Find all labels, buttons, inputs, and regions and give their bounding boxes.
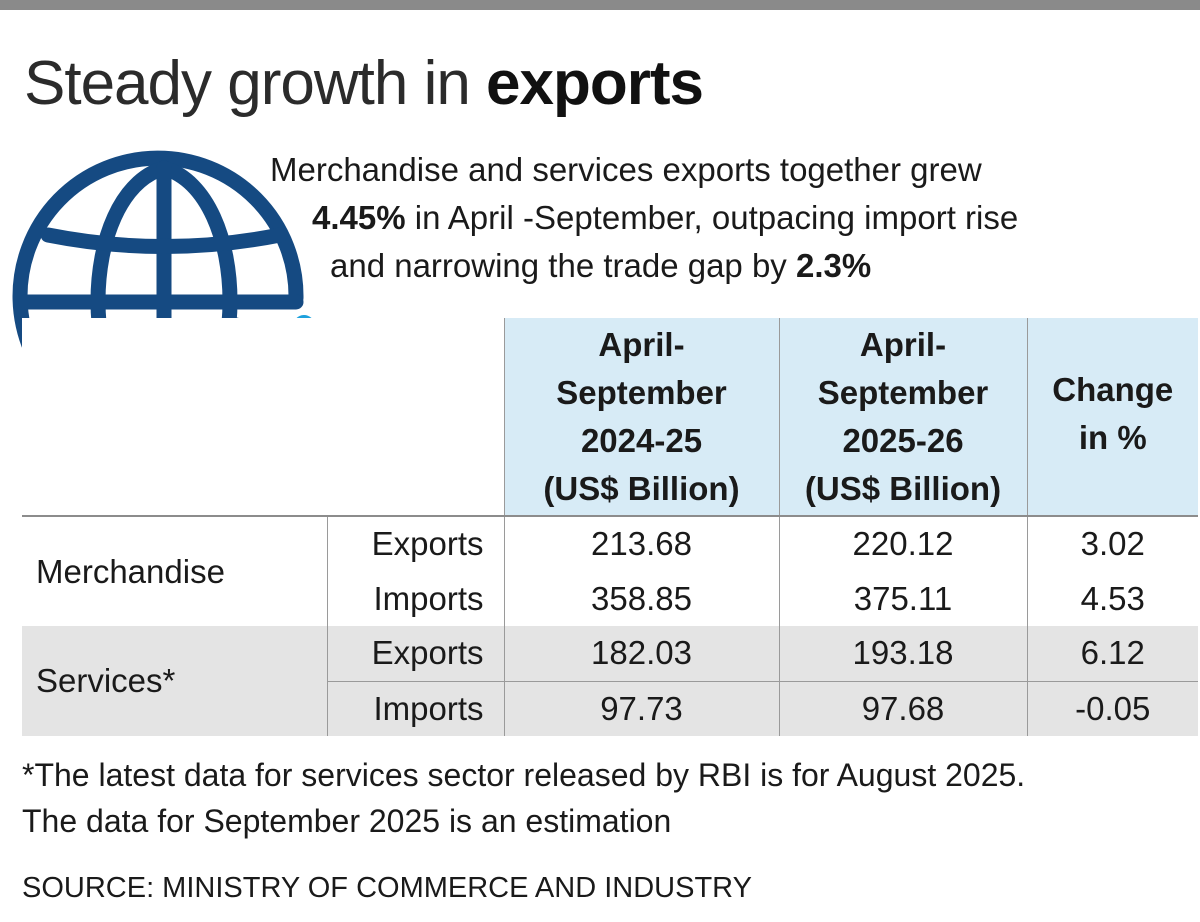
column-header-change: Change in %: [1026, 318, 1198, 516]
table-cell: 97.68: [778, 680, 1027, 736]
table-cell: 182.03: [503, 626, 779, 681]
page-title: Steady growth in exports: [24, 44, 704, 124]
subtitle-line-2-text: in April -September, outpacing import ri…: [405, 199, 1019, 236]
table-cell: 358.85: [503, 571, 779, 626]
row-label: Imports: [326, 680, 504, 736]
table-cell: 97.73: [503, 680, 779, 736]
table-cell: 6.12: [1026, 626, 1198, 681]
footnote-line-2: The data for September 2025 is an estima…: [22, 803, 672, 839]
title-bold: exports: [486, 49, 704, 118]
table-cell: 375.11: [778, 571, 1027, 626]
table-row: Merchandise Exports 213.68 220.12 3.02: [22, 515, 1198, 626]
source-credit: SOURCE: MINISTRY OF COMMERCE AND INDUSTR…: [22, 872, 752, 904]
subtitle-line-3: and narrowing the trade gap by 2.3%: [330, 242, 871, 290]
top-border: [0, 0, 1200, 10]
subtitle-line-3-text: and narrowing the trade gap by: [330, 247, 796, 284]
table-cell: 4.53: [1026, 571, 1198, 626]
table-row: Imports 358.85 375.11 4.53: [22, 571, 1198, 626]
title-light: Steady growth in: [24, 49, 487, 118]
group-label-services: Services*: [22, 626, 327, 736]
table-row: Imports 97.73 97.68 -0.05: [22, 680, 1198, 736]
row-label: Imports: [326, 571, 504, 626]
header-blank: [22, 318, 504, 516]
table-cell: -0.05: [1026, 680, 1198, 736]
growth-figure: 4.45%: [312, 199, 406, 236]
row-label: Exports: [326, 515, 504, 572]
table-cell: 3.02: [1026, 515, 1198, 572]
table-row: Services* Exports 182.03 193.18 6.12: [22, 626, 1198, 736]
table-cell: 193.18: [778, 626, 1027, 681]
column-header-2024-25: April- September 2024-25 (US$ Billion): [503, 318, 779, 516]
table-header-row: April- September 2024-25 (US$ Billion) A…: [22, 318, 1198, 516]
group-label-merchandise: Merchandise: [22, 515, 327, 626]
trade-gap-figure: 2.3%: [795, 247, 872, 284]
subtitle-line-1: Merchandise and services exports togethe…: [270, 151, 982, 188]
footnote: *The latest data for services sector rel…: [22, 752, 1192, 844]
subtitle-line-2: 4.45% in April -September, outpacing imp…: [312, 194, 1018, 242]
trade-table: April- September 2024-25 (US$ Billion) A…: [22, 318, 1198, 736]
table-cell: 213.68: [503, 515, 779, 572]
row-label: Exports: [326, 626, 504, 681]
footnote-line-1: *The latest data for services sector rel…: [22, 757, 1026, 793]
table-cell: 220.12: [778, 515, 1027, 572]
column-header-2025-26: April- September 2025-26 (US$ Billion): [778, 318, 1027, 516]
